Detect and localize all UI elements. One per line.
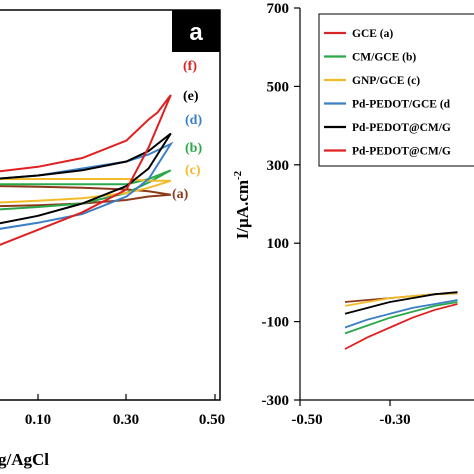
- curve-label: (b): [185, 141, 202, 156]
- left-series-line: [0, 185, 171, 208]
- curve-label: (e): [183, 89, 199, 104]
- left-curve-labels: (a) (b) (c) (d) (e) (f): [172, 59, 202, 202]
- right-y-tick-label: 700: [267, 1, 290, 17]
- right-y-tick-label: -100: [262, 315, 290, 331]
- curve-label: (a): [172, 187, 189, 202]
- left-series-line: [0, 178, 172, 204]
- left-x-axis-label: g/AgCl: [0, 450, 49, 469]
- legend-entry-label: Pd-PEDOT/GCE (d: [352, 99, 451, 111]
- panel-label: a: [189, 19, 203, 46]
- legend-entry-label: GCE (a): [352, 28, 393, 40]
- right-series-line: [344, 303, 458, 350]
- right-curves: [344, 291, 458, 350]
- left-series-line: [0, 132, 172, 225]
- legend-box: [318, 13, 474, 167]
- right-x-tick-label: -0.30: [379, 412, 410, 428]
- right-series-line: [344, 301, 458, 335]
- right-y-tick-label: 500: [267, 79, 290, 95]
- left-curves: [0, 94, 174, 246]
- right-series-line: [344, 299, 458, 329]
- right-y-tick-label: 100: [267, 236, 290, 252]
- right-axes: [299, 8, 474, 401]
- right-x-tick-label: -0.50: [291, 412, 322, 428]
- legend: GCE (a) CM/GCE (b) GNP/GCE (c) Pd-PEDOT/GCE…: [318, 13, 474, 167]
- left-series-line: [0, 94, 172, 246]
- left-x-tick-label: 0.30: [113, 412, 139, 428]
- legend-entry-label: CM/GCE (b): [352, 52, 416, 64]
- right-y-axis-label: I/μA.cm-2: [232, 170, 252, 239]
- curve-label: (d): [185, 113, 202, 128]
- panel-label-box: [172, 10, 220, 52]
- legend-entry-label: Pd-PEDOT@CM/G: [352, 122, 451, 134]
- left-x-tick-label: 0.10: [25, 412, 51, 428]
- curve-label: (f): [183, 59, 197, 74]
- right-y-tick-label: -300: [262, 393, 290, 409]
- legend-entry-label: GNP/GCE (c): [352, 75, 420, 87]
- right-y-tick-label: 300: [267, 158, 290, 174]
- left-plot-frame: [0, 9, 221, 401]
- curve-label: (c): [185, 163, 201, 178]
- left-series-line: [0, 169, 172, 211]
- right-x-axis: -0.50 -0.30: [291, 400, 411, 428]
- left-x-tick-label: 0.50: [199, 412, 225, 428]
- legend-entry-label: Pd-PEDOT@CM/G: [352, 146, 451, 158]
- right-series-line: [344, 291, 458, 315]
- right-y-ticks: 700 500 300 100 -100 -300: [262, 1, 300, 409]
- left-x-axis: 0.10 0.30 0.50 g/AgCl: [0, 394, 225, 469]
